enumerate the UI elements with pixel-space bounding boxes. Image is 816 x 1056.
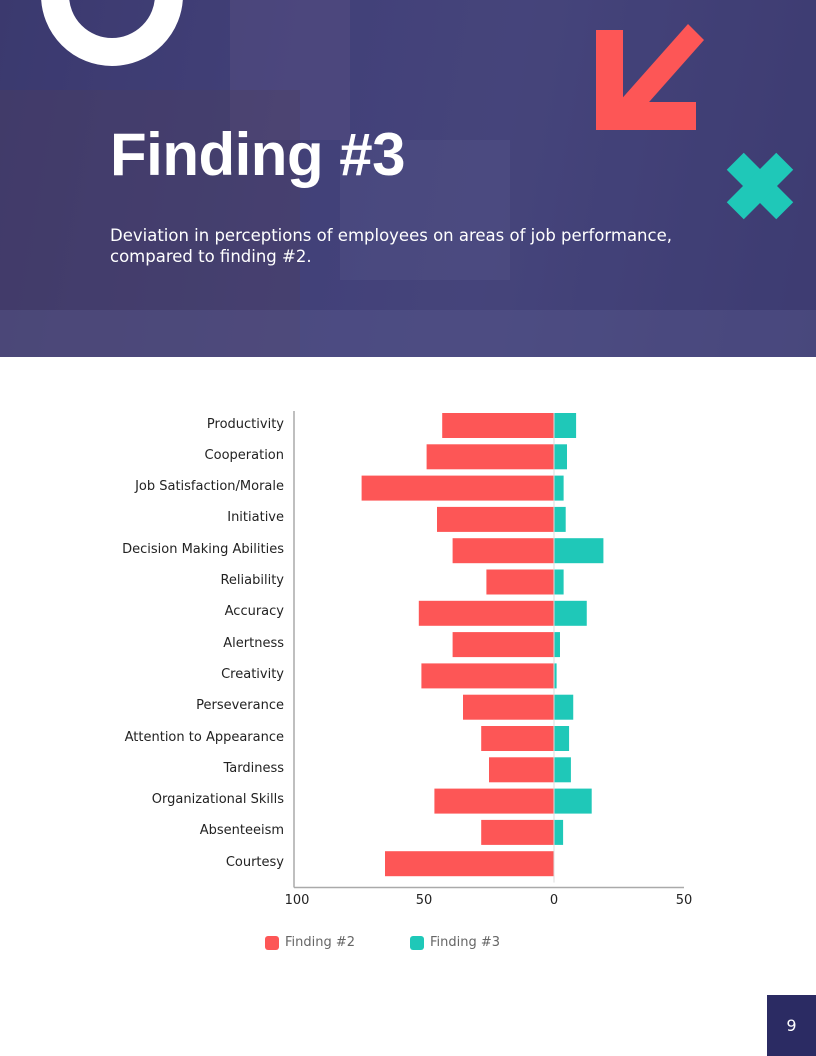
chart-plot	[293, 411, 684, 889]
category-label: Reliability	[220, 573, 284, 588]
page-subtitle: Deviation in perceptions of employees on…	[110, 226, 672, 266]
category-label: Courtesy	[225, 854, 284, 870]
category-label: Perseverance	[196, 698, 284, 714]
hero-banner: Finding #3 Deviation in perceptions of e…	[0, 0, 816, 357]
x-decoration	[726, 152, 794, 220]
bar-finding3	[554, 663, 557, 689]
bar-finding2	[486, 569, 554, 595]
category-label: Organizational Skills	[151, 792, 284, 808]
bar-finding2	[452, 632, 554, 658]
bar-finding3	[554, 444, 567, 470]
category-label: Accuracy	[224, 604, 284, 620]
bar-finding3	[554, 538, 604, 564]
bar-finding3	[554, 600, 587, 626]
category-label: Tardiness	[223, 760, 284, 776]
legend-label: Finding #2	[285, 935, 356, 950]
legend-swatch	[265, 935, 279, 950]
bar-finding3	[554, 757, 571, 783]
bar-finding3	[554, 694, 574, 720]
bar-finding3	[554, 569, 564, 595]
bar-finding2	[452, 538, 554, 564]
bar-finding2	[481, 726, 554, 751]
bar-finding3	[554, 506, 566, 532]
bar-finding2	[481, 819, 554, 845]
legend-swatch	[410, 935, 424, 950]
page-title: Finding #3	[110, 121, 406, 188]
legend-item-finding3: Finding #3	[410, 935, 500, 950]
page-number: 9	[767, 995, 816, 1056]
bar-finding2	[442, 413, 554, 438]
bar-finding2	[434, 788, 554, 814]
bar-finding3	[554, 726, 570, 751]
bar-finding2	[489, 757, 554, 783]
legend-label: Finding #3	[430, 935, 501, 950]
hero-decoration	[0, 0, 816, 357]
x-tick-label: 0	[549, 893, 559, 908]
bar-finding3	[554, 632, 560, 658]
bar-finding2	[385, 851, 554, 877]
bar-finding2	[426, 444, 554, 470]
category-label: Decision Making Abilities	[122, 541, 284, 557]
bar-finding3	[554, 819, 564, 845]
arrow-decoration	[596, 24, 704, 130]
category-label: Productivity	[206, 416, 284, 432]
category-label: Alertness	[223, 635, 284, 651]
ring-decoration	[41, 0, 183, 66]
category-label: Job Satisfaction/Morale	[135, 479, 284, 495]
bar-finding2	[463, 694, 554, 720]
bar-finding2	[437, 506, 554, 532]
bar-finding2	[421, 663, 554, 689]
bar-finding2	[418, 600, 554, 626]
bar-finding2	[361, 475, 554, 501]
category-label: Attention to Appearance	[124, 729, 284, 745]
bar-finding3	[554, 475, 564, 501]
category-label: Cooperation	[204, 447, 284, 463]
bar-chart: Productivity Cooperation Job Satisfaction/…	[0, 400, 816, 960]
bar-finding3	[554, 788, 592, 814]
category-label: Absenteeism	[199, 823, 284, 839]
category-label: Creativity	[221, 666, 284, 682]
x-tick-label: 50	[415, 893, 433, 908]
bar-finding3	[554, 413, 577, 438]
category-label: Initiative	[227, 510, 284, 526]
x-tick-label: 100	[284, 893, 310, 908]
x-tick-label: 50	[675, 893, 693, 908]
legend-item-finding2: Finding #2	[265, 935, 355, 950]
